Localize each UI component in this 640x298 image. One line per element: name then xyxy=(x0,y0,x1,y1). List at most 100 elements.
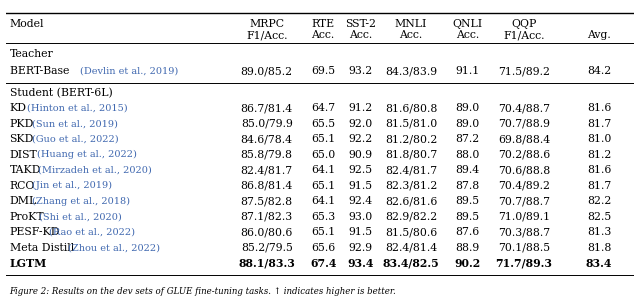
Text: 85.8/79.8: 85.8/79.8 xyxy=(241,150,292,160)
Text: 70.4/88.7: 70.4/88.7 xyxy=(498,103,550,113)
Text: F1/Acc.: F1/Acc. xyxy=(503,30,545,41)
Text: RTE: RTE xyxy=(312,19,335,29)
Text: 65.1: 65.1 xyxy=(311,181,335,191)
Text: 82.6/81.6: 82.6/81.6 xyxy=(385,196,437,206)
Text: SKD: SKD xyxy=(10,134,34,144)
Text: F1/Acc.: F1/Acc. xyxy=(246,30,287,41)
Text: 92.4: 92.4 xyxy=(349,196,373,206)
Text: 84.6/78.4: 84.6/78.4 xyxy=(241,134,292,144)
Text: 71.0/89.1: 71.0/89.1 xyxy=(498,212,550,222)
Text: 93.0: 93.0 xyxy=(349,212,373,222)
Text: 89.5: 89.5 xyxy=(455,212,479,222)
Text: Acc.: Acc. xyxy=(456,30,479,41)
Text: 82.9/82.2: 82.9/82.2 xyxy=(385,212,437,222)
Text: 93.4: 93.4 xyxy=(348,258,374,269)
Text: 90.2: 90.2 xyxy=(454,258,481,269)
Text: 87.2: 87.2 xyxy=(455,134,479,144)
Text: 85.0/79.9: 85.0/79.9 xyxy=(241,119,292,129)
Text: (Sun et al., 2019): (Sun et al., 2019) xyxy=(32,119,118,128)
Text: KD: KD xyxy=(10,103,26,113)
Text: 65.1: 65.1 xyxy=(311,134,335,144)
Text: MRPC: MRPC xyxy=(249,19,284,29)
Text: 87.6: 87.6 xyxy=(455,227,479,237)
Text: 92.0: 92.0 xyxy=(349,119,373,129)
Text: 90.9: 90.9 xyxy=(349,150,373,160)
Text: 87.1/82.3: 87.1/82.3 xyxy=(241,212,293,222)
Text: 85.2/79.5: 85.2/79.5 xyxy=(241,243,292,253)
Text: 82.2: 82.2 xyxy=(587,196,611,206)
Text: 81.0: 81.0 xyxy=(587,134,611,144)
Text: 70.6/88.8: 70.6/88.8 xyxy=(498,165,550,175)
Text: 92.9: 92.9 xyxy=(349,243,373,253)
Text: 64.1: 64.1 xyxy=(311,196,335,206)
Text: 81.6: 81.6 xyxy=(587,165,611,175)
Text: DIST: DIST xyxy=(10,150,37,160)
Text: 83.4: 83.4 xyxy=(586,258,612,269)
Text: DML: DML xyxy=(10,196,36,206)
Text: 81.2/80.2: 81.2/80.2 xyxy=(385,134,437,144)
Text: 89.0: 89.0 xyxy=(455,119,479,129)
Text: 86.8/81.4: 86.8/81.4 xyxy=(241,181,293,191)
Text: Acc.: Acc. xyxy=(349,30,372,41)
Text: Avg.: Avg. xyxy=(588,30,611,41)
Text: Acc.: Acc. xyxy=(312,30,335,41)
Text: 81.7: 81.7 xyxy=(587,119,611,129)
Text: 83.4/82.5: 83.4/82.5 xyxy=(383,258,439,269)
Text: 81.5/81.0: 81.5/81.0 xyxy=(385,119,437,129)
Text: 81.2: 81.2 xyxy=(587,150,611,160)
Text: (Zhou et al., 2022): (Zhou et al., 2022) xyxy=(68,243,161,252)
Text: 65.3: 65.3 xyxy=(311,212,335,222)
Text: 69.5: 69.5 xyxy=(311,66,335,76)
Text: 92.5: 92.5 xyxy=(349,165,373,175)
Text: Student (BERT-6L): Student (BERT-6L) xyxy=(10,88,112,98)
Text: 70.1/88.5: 70.1/88.5 xyxy=(498,243,550,253)
Text: 82.3/81.2: 82.3/81.2 xyxy=(385,181,437,191)
Text: (Jin et al., 2019): (Jin et al., 2019) xyxy=(32,181,112,190)
Text: QQP: QQP xyxy=(511,19,536,29)
Text: 87.5/82.8: 87.5/82.8 xyxy=(241,196,292,206)
Text: 88.1/83.3: 88.1/83.3 xyxy=(238,258,295,269)
Text: 81.7: 81.7 xyxy=(587,181,611,191)
Text: 64.7: 64.7 xyxy=(311,103,335,113)
Text: 70.3/88.7: 70.3/88.7 xyxy=(498,227,550,237)
Text: 69.8/88.4: 69.8/88.4 xyxy=(498,134,550,144)
Text: 92.2: 92.2 xyxy=(349,134,373,144)
Text: 65.0: 65.0 xyxy=(311,150,335,160)
Text: BERT-Base: BERT-Base xyxy=(10,66,72,76)
Text: 87.8: 87.8 xyxy=(455,181,479,191)
Text: 89.0: 89.0 xyxy=(455,103,479,113)
Text: Meta Distill: Meta Distill xyxy=(10,243,74,253)
Text: 86.0/80.6: 86.0/80.6 xyxy=(241,227,293,237)
Text: 65.6: 65.6 xyxy=(311,243,335,253)
Text: 89.5: 89.5 xyxy=(455,196,479,206)
Text: TAKD: TAKD xyxy=(10,165,41,175)
Text: 82.5: 82.5 xyxy=(587,212,611,222)
Text: 88.9: 88.9 xyxy=(455,243,479,253)
Text: MNLI: MNLI xyxy=(395,19,427,29)
Text: 91.5: 91.5 xyxy=(349,181,373,191)
Text: 91.2: 91.2 xyxy=(349,103,373,113)
Text: (Huang et al., 2022): (Huang et al., 2022) xyxy=(36,150,136,159)
Text: (Shi et al., 2020): (Shi et al., 2020) xyxy=(39,212,122,221)
Text: 86.7/81.4: 86.7/81.4 xyxy=(241,103,292,113)
Text: 89.0/85.2: 89.0/85.2 xyxy=(241,66,292,76)
Text: 81.6/80.8: 81.6/80.8 xyxy=(385,103,437,113)
Text: 70.7/88.7: 70.7/88.7 xyxy=(498,196,550,206)
Text: 67.4: 67.4 xyxy=(310,258,337,269)
Text: 71.7/89.3: 71.7/89.3 xyxy=(495,258,552,269)
Text: 70.2/88.6: 70.2/88.6 xyxy=(498,150,550,160)
Text: SST-2: SST-2 xyxy=(345,19,376,29)
Text: (Rao et al., 2022): (Rao et al., 2022) xyxy=(49,228,135,237)
Text: 81.8/80.7: 81.8/80.7 xyxy=(385,150,437,160)
Text: QNLI: QNLI xyxy=(452,19,483,29)
Text: (Hinton et al., 2015): (Hinton et al., 2015) xyxy=(27,104,128,113)
Text: 84.3/83.9: 84.3/83.9 xyxy=(385,66,437,76)
Text: 64.1: 64.1 xyxy=(311,165,335,175)
Text: ProKT: ProKT xyxy=(10,212,44,222)
Text: Model: Model xyxy=(10,19,44,29)
Text: 82.4/81.4: 82.4/81.4 xyxy=(385,243,437,253)
Text: Teacher: Teacher xyxy=(10,49,53,59)
Text: 82.4/81.7: 82.4/81.7 xyxy=(241,165,292,175)
Text: (Mirzadeh et al., 2020): (Mirzadeh et al., 2020) xyxy=(38,166,152,175)
Text: 84.2: 84.2 xyxy=(587,66,611,76)
